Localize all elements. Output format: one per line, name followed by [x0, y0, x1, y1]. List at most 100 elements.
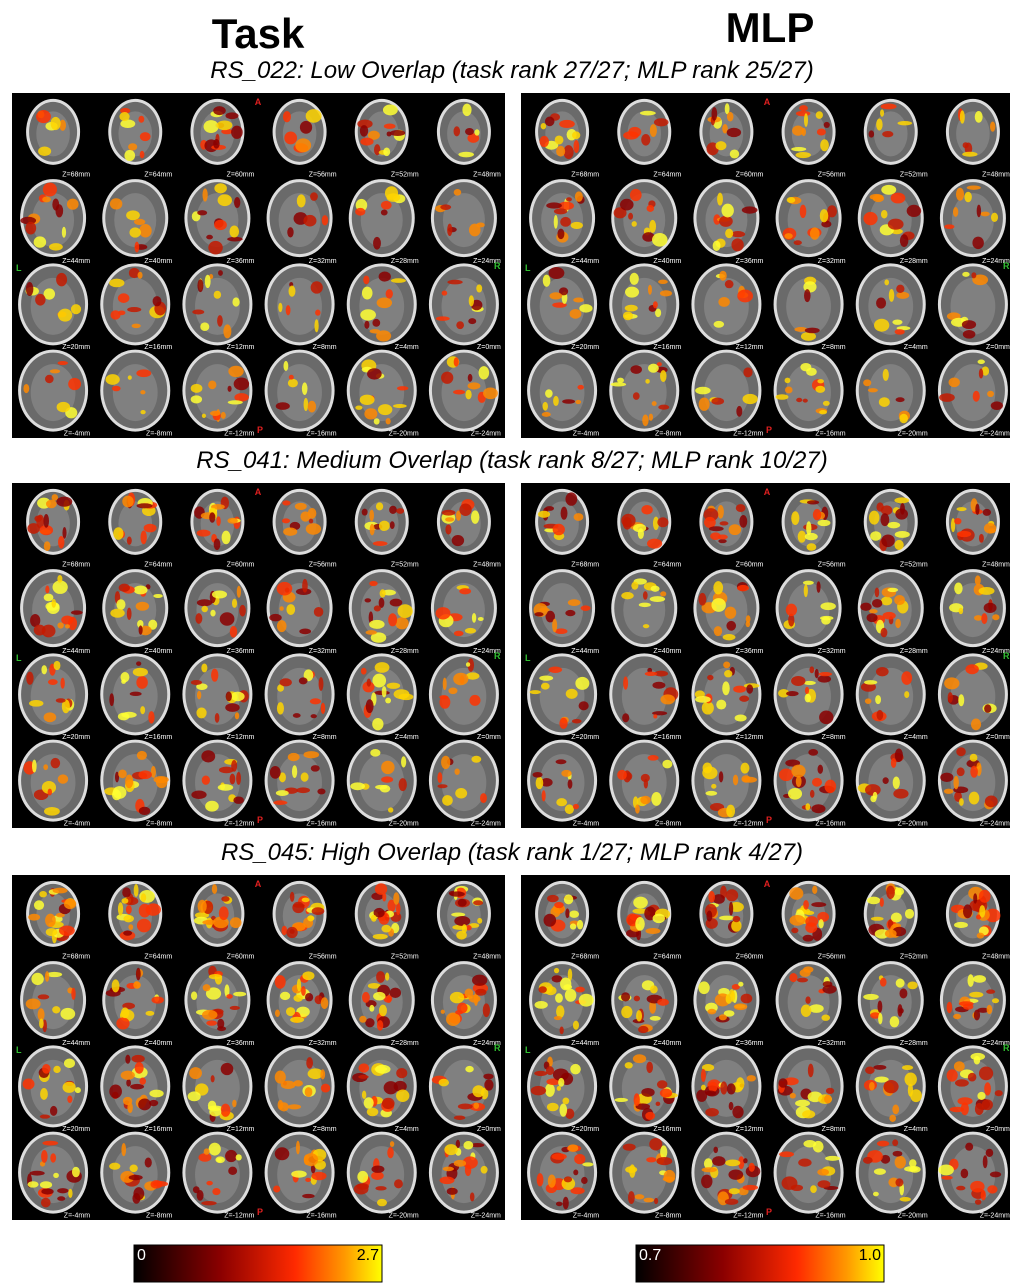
activation [962, 320, 976, 329]
activation [219, 767, 234, 774]
activation [662, 760, 672, 769]
activation [967, 185, 981, 189]
activation [874, 319, 889, 332]
activation [198, 900, 207, 913]
activation [305, 1087, 313, 1097]
activation [553, 524, 565, 535]
activation [875, 587, 880, 597]
activation [617, 378, 624, 383]
slice-label: Z=-4mm [64, 430, 90, 437]
activation [876, 667, 889, 676]
activation [543, 275, 551, 287]
activation [303, 751, 319, 758]
activation [621, 992, 630, 1001]
activation [126, 210, 140, 220]
activation [227, 518, 237, 524]
activation [545, 389, 553, 398]
activation [991, 401, 1003, 410]
activation [869, 1082, 875, 1091]
activation [818, 675, 832, 682]
activation [579, 994, 594, 1007]
activation [287, 227, 293, 237]
activation [645, 379, 649, 384]
slice-label: Z=60mm [736, 954, 764, 961]
activation [796, 398, 802, 402]
activation [379, 272, 391, 282]
activation [227, 237, 242, 242]
slice-label: Z=44mm [571, 648, 599, 655]
activation [233, 796, 244, 803]
activation [364, 408, 377, 419]
activation [805, 694, 811, 703]
slice-label: Z=-24mm [471, 820, 501, 827]
activation [317, 789, 325, 795]
slice-label: Z=60mm [736, 562, 764, 569]
activation [776, 394, 789, 400]
slice-label: Z=36mm [227, 648, 255, 655]
activation [373, 992, 385, 1001]
activation [890, 1016, 900, 1027]
slice-label: Z=28mm [900, 1040, 928, 1047]
activation [825, 780, 837, 793]
activation [546, 202, 562, 208]
activation [133, 982, 141, 989]
activation [471, 510, 479, 523]
slice-label: Z=-8mm [655, 1212, 681, 1219]
activation [367, 679, 371, 687]
activation [547, 1103, 559, 1112]
activation [116, 599, 125, 610]
activation [705, 1091, 716, 1096]
slice-label: Z=64mm [144, 954, 172, 961]
activation [895, 1156, 906, 1169]
activation [106, 374, 120, 385]
activation [747, 1075, 756, 1081]
activation [137, 503, 153, 508]
brain-inner [704, 754, 749, 811]
activation [57, 1188, 68, 1193]
activation [625, 305, 638, 312]
activation [43, 514, 49, 528]
activation [288, 753, 300, 761]
activation [458, 899, 467, 907]
activation [219, 906, 229, 920]
activation [554, 215, 558, 229]
activation [725, 607, 737, 619]
brain-inner [277, 364, 322, 421]
activation [707, 675, 713, 680]
activation [156, 777, 167, 788]
activation [465, 628, 476, 634]
activation [953, 1014, 961, 1019]
activation [375, 1186, 386, 1190]
activation [454, 126, 461, 136]
activation [125, 774, 133, 788]
activation [573, 804, 579, 809]
activation [292, 765, 297, 778]
activation [647, 539, 662, 549]
slice-label: Z=44mm [62, 648, 90, 655]
activation [382, 893, 386, 902]
activation [716, 141, 727, 150]
activation [234, 377, 249, 390]
activation [210, 610, 215, 617]
activation [306, 1057, 313, 1069]
slice-label: Z=40mm [653, 648, 681, 655]
activation [896, 397, 905, 402]
activation [146, 1011, 155, 1016]
activation [226, 994, 233, 999]
activation [746, 621, 751, 627]
activation [650, 985, 658, 993]
activation [209, 1107, 221, 1116]
slice-label: Z=28mm [391, 1040, 419, 1047]
activation [281, 1081, 296, 1089]
activation [204, 120, 219, 133]
activation [785, 387, 793, 394]
activation [987, 1185, 997, 1193]
row-title: RS_022: Low Overlap (task rank 27/27; ML… [210, 57, 813, 84]
activation [821, 617, 831, 625]
activation [362, 509, 368, 516]
orientation-label: L [16, 263, 22, 273]
activation [118, 902, 123, 915]
slice-label: Z=36mm [227, 258, 255, 265]
activation [447, 1188, 458, 1195]
activation [641, 505, 652, 515]
